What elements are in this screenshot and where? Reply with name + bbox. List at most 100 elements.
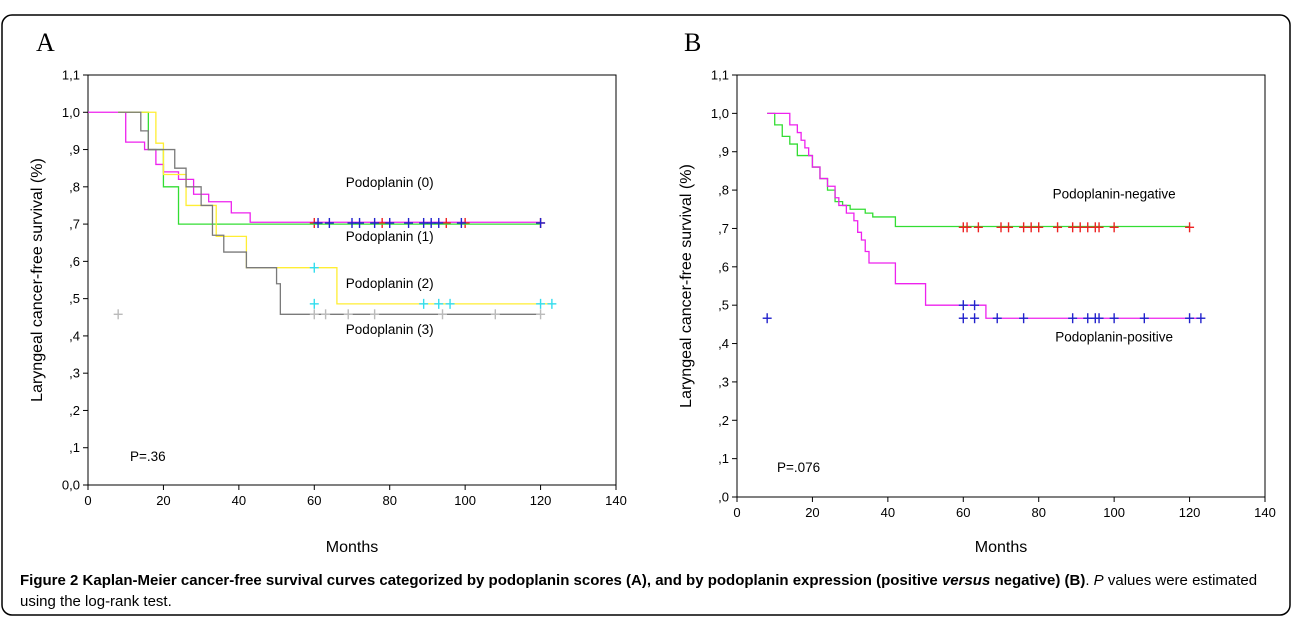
x-tick-label: 60 [956,505,970,520]
censor-mark [962,222,972,233]
censor-mark [419,298,429,309]
censor-mark [996,222,1006,233]
censor-mark [536,309,546,320]
series-line-a-2 [118,111,552,305]
x-tick-label: 100 [454,493,476,508]
censor-mark [370,217,380,228]
censor-mark [456,217,466,228]
censor-mark [992,313,1002,324]
chart-b: ,0 ,1 ,2 ,3 ,4 ,5 ,6 ,7 ,8 ,9 1,0 1,1 0 20 40 60 80 100 12… [678,68,1276,557]
panel-label-b: B [684,28,701,57]
censor-mark [958,313,968,324]
y-tick-label: 0,0 [62,478,80,493]
censor-mark [1109,313,1119,324]
y-tick-label: 1,0 [62,105,80,120]
y-tick-label: ,2 [718,413,729,428]
y-tick-label: ,9 [718,144,729,159]
caption-figure-label: Figure 2 [20,572,79,589]
y-tick-label: 1,1 [711,68,729,83]
y-tick-label: ,7 [718,221,729,236]
censor-mark [1094,222,1104,233]
censor-mark [547,298,557,309]
series-label-b-1: Podoplanin-positive [1055,330,1173,345]
x-tick-label: 40 [881,505,895,520]
censor-mark [321,309,331,320]
censor-mark [1083,222,1093,233]
censor-mark [1196,313,1206,324]
x-tick-label: 80 [382,493,396,508]
censor-mark [324,217,334,228]
censor-mark [404,217,414,228]
censor-mark [377,217,387,228]
series-line-a-3 [118,111,541,315]
x-tick-label: 80 [1031,505,1045,520]
y-tick-label: ,8 [69,179,80,194]
censor-mark [434,217,444,228]
censor-mark [1083,313,1093,324]
censor-mark [1139,313,1149,324]
y-tick-label: 1,1 [62,68,80,83]
caption-italic-word: versus [941,572,991,589]
censor-mark [113,309,123,320]
censor-mark [536,298,546,309]
series-line-b-1 [767,112,1201,319]
y-tick-label: 1,0 [711,106,729,121]
y-tick-label: ,8 [718,183,729,198]
series-line-a-0 [88,111,541,223]
x-tick-label: 20 [156,493,170,508]
chart-a: 0,0 ,1 ,2 ,3 ,4 ,5 ,6 ,7 ,8 ,9 1,0 1,1 0 20 40 60 80 100 1… [29,68,627,557]
y-tick-label: ,1 [69,440,80,455]
caption-title-part1: Kaplan-Meier cancer-free survival curves… [82,572,938,589]
y-axis-label-b: Laryngeal cancer-free survival (%) [678,164,695,408]
figure-border [1,14,1291,616]
plot-area-a [87,74,617,486]
censor-mark [385,217,395,228]
censor-mark [762,313,772,324]
censor-mark [309,262,319,273]
y-tick-label: ,5 [718,298,729,313]
censor-mark [1019,313,1029,324]
censor-mark [419,217,429,228]
y-tick-label: ,3 [718,374,729,389]
caption-separator: . [1085,572,1090,589]
y-tick-label: ,7 [69,217,80,232]
censor-mark [536,217,546,228]
series-label-a-0: Podoplanin (0) [346,175,434,190]
y-tick-label: ,6 [718,259,729,274]
y-tick-label: ,3 [69,366,80,381]
caption-p-symbol: P [1093,572,1104,589]
x-tick-label: 0 [733,505,740,520]
censor-mark [441,217,451,228]
censor-mark [426,217,436,228]
censor-mark [347,217,357,228]
panel-label-a: A [36,28,55,57]
censor-mark [1034,222,1044,233]
censor-mark [490,309,500,320]
y-tick-label: ,9 [69,142,80,157]
figure-caption: Figure 2 Kaplan-Meier cancer-free surviv… [20,570,1282,612]
censor-mark [1026,222,1036,233]
censor-mark [1075,222,1085,233]
censor-mark [309,309,319,320]
y-tick-label: ,6 [69,254,80,269]
x-tick-label: 60 [307,493,321,508]
caption-title-part2: negative) (B) [994,572,1086,589]
censor-mark [434,298,444,309]
censor-mark [970,300,980,311]
x-tick-label: 120 [1179,505,1201,520]
censor-mark [1004,222,1014,233]
y-tick-label: ,1 [718,451,729,466]
y-tick-label: ,4 [718,336,729,351]
censor-mark [973,222,983,233]
censor-mark [958,300,968,311]
x-tick-label: 0 [84,493,91,508]
censor-mark [1094,313,1104,324]
censor-mark [343,309,353,320]
y-tick-label: ,0 [718,490,729,505]
x-tick-label: 140 [1254,505,1276,520]
x-tick-label: 120 [530,493,552,508]
censor-mark [1053,222,1063,233]
caption-rest: values were estimated using the log-rank… [20,572,1258,610]
series-label-a-3: Podoplanin (3) [346,322,434,337]
